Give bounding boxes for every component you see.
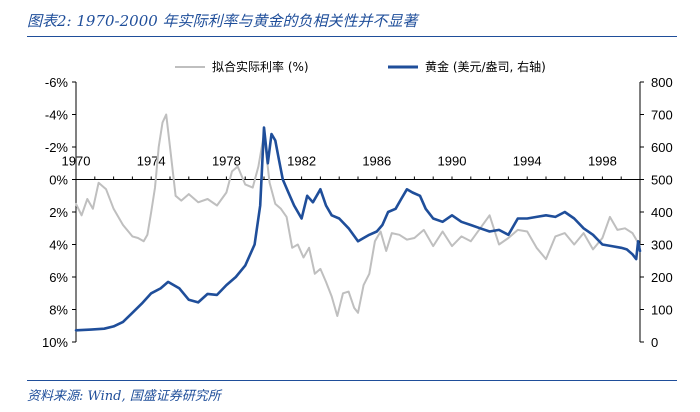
gold-price-line [74, 126, 642, 332]
x-axis-tick-label: 1998 [588, 154, 617, 169]
title-rule [27, 36, 677, 37]
x-axis-tick-label: 1978 [212, 154, 241, 169]
left-axis-tick-label: 8% [49, 303, 68, 318]
right-axis-tick-label: 800 [651, 75, 673, 90]
right-axis-tick-label: 500 [651, 173, 673, 188]
right-axis-tick-label: 300 [651, 238, 673, 253]
right-axis-tick-label: 100 [651, 303, 673, 318]
left-axis-tick-label: 0% [49, 173, 68, 188]
left-axis-tick-label: 10% [42, 335, 68, 350]
plot-area [74, 113, 642, 332]
axes: -6% -4% -2% 0% 2% 4% 6% 8% 10% 0 100 200 300 400 500 60… [42, 75, 673, 350]
chart-title: 图表2: 1970-2000 年实际利率与黄金的负相关性并不显著 [27, 12, 418, 30]
right-axis-tick-label: 200 [651, 270, 673, 285]
left-axis-tick-label: -4% [45, 108, 69, 123]
real-rate-line [75, 113, 641, 317]
source-rule [27, 380, 677, 381]
left-axis-tick-label: 4% [49, 238, 68, 253]
x-axis-tick-label: 1970 [62, 154, 91, 169]
gold-price-legend-label: 黄金 (美元/盎司, 右轴) [425, 59, 546, 74]
right-axis-tick-label: 600 [651, 140, 673, 155]
x-axis-tick-label: 1982 [287, 154, 316, 169]
source-note: 资料来源: Wind, 国盛证券研究所 [27, 389, 221, 404]
right-axis-tick-label: 0 [651, 335, 658, 350]
left-axis-tick-label: 6% [49, 270, 68, 285]
left-axis-tick-label: 2% [49, 205, 68, 220]
x-axis-tick-label: 1986 [362, 154, 391, 169]
real-rate-legend-label: 拟合实际利率 (%) [212, 59, 309, 74]
legend: 拟合实际利率 (%) 黄金 (美元/盎司, 右轴) [175, 59, 546, 74]
x-axis-tick-label: 1974 [137, 154, 166, 169]
x-axis-tick-label: 1994 [513, 154, 542, 169]
right-axis-tick-label: 400 [651, 205, 673, 220]
x-axis-tick-label: 1990 [438, 154, 467, 169]
left-axis-tick-label: -6% [45, 75, 69, 90]
left-axis-tick-label: -2% [45, 140, 69, 155]
right-axis-tick-label: 700 [651, 108, 673, 123]
